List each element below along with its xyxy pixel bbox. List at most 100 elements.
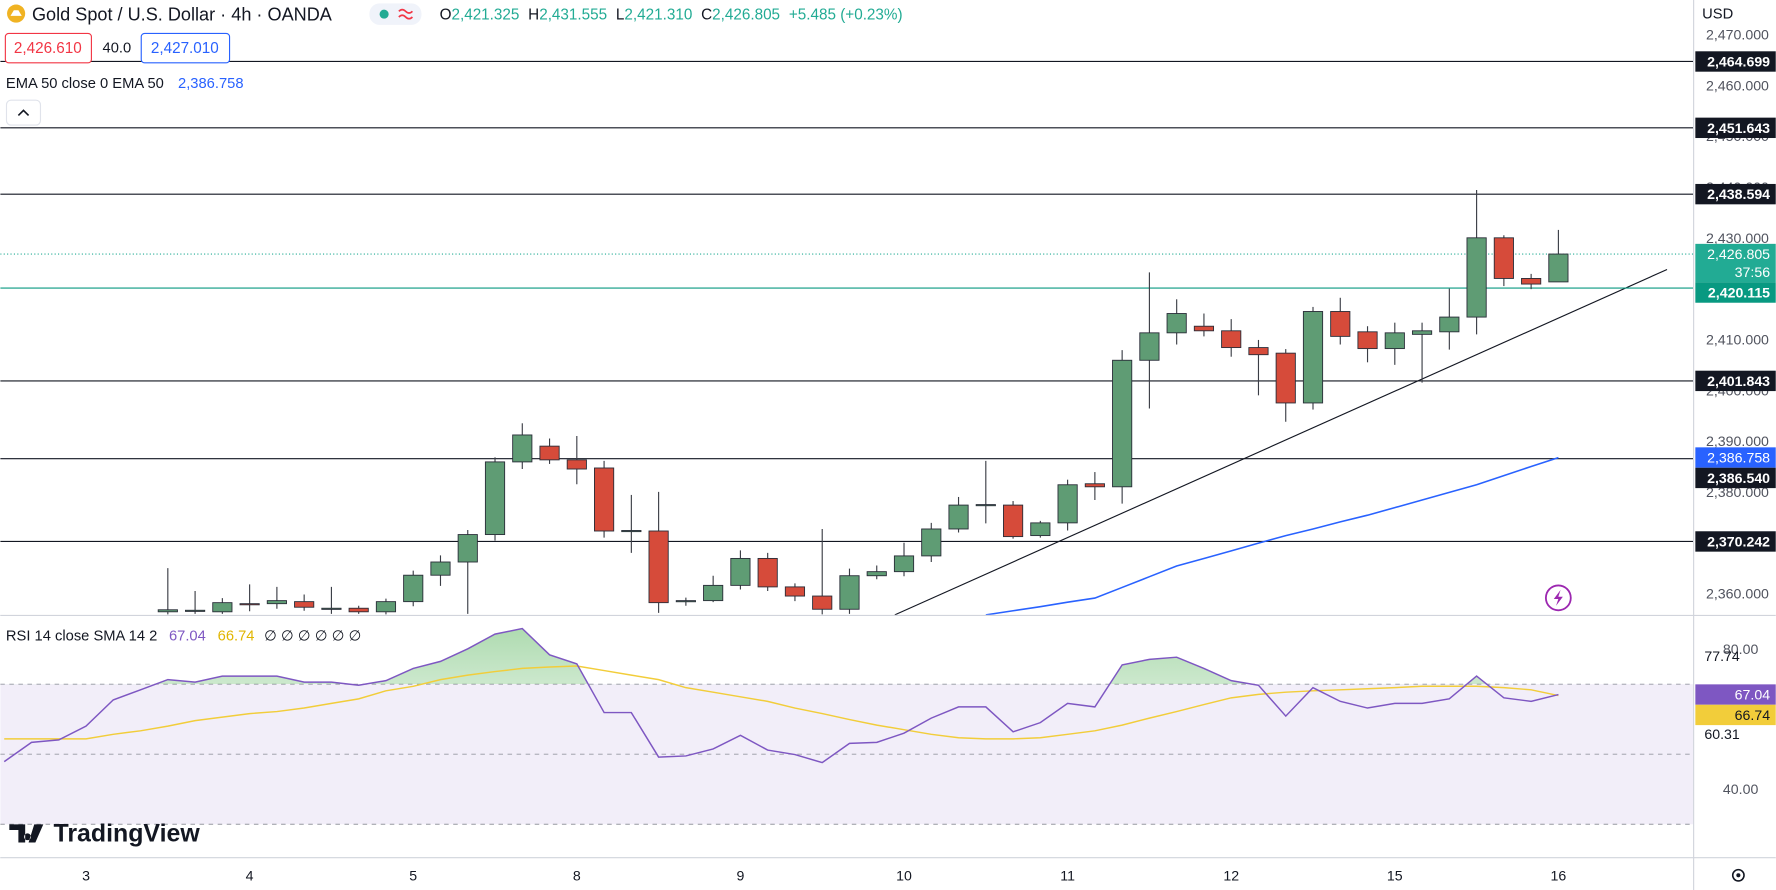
level-label-box (1695, 370, 1776, 392)
symbol-title[interactable]: Gold Spot / U.S. Dollar · 4h · OANDA (32, 5, 333, 25)
ema-line (985, 456, 1559, 615)
collapse-button[interactable] (5, 99, 42, 126)
candle-body (1302, 311, 1324, 404)
candle-body (430, 561, 451, 576)
level-label-box (1695, 531, 1776, 552)
settings-icon-center (1736, 873, 1741, 878)
price-tick-label: 2,460.000 (1706, 77, 1769, 93)
candle-body (839, 575, 860, 610)
sell-button[interactable] (4, 32, 92, 64)
brand-name[interactable]: TradingView (53, 819, 200, 847)
level-label-box (1695, 51, 1776, 72)
level-label-box (1695, 117, 1776, 139)
candle-body (348, 607, 369, 613)
alert-icon[interactable] (1544, 584, 1572, 612)
candle-body (294, 601, 315, 608)
candle-body (703, 584, 724, 602)
time-label: 8 (573, 867, 581, 883)
spread: 40.0 (103, 41, 132, 57)
sma-label-box (1695, 704, 1776, 726)
candle-body (948, 504, 969, 530)
candle-body (239, 603, 260, 606)
candle-body (757, 557, 778, 588)
status-badge[interactable] (369, 3, 422, 25)
ohlc-key: L (616, 6, 625, 23)
rsi-tick-label: 80.00 (1723, 641, 1759, 657)
candle-body (1030, 522, 1051, 537)
sma-legend-value: 66.74 (218, 628, 255, 644)
level-label: 2,401.843 (1707, 373, 1770, 389)
price-tick-label: 2,430.000 (1706, 230, 1769, 246)
rsi-legend-extra: ∅ ∅ ∅ ∅ ∅ ∅ (264, 628, 361, 644)
bid-price: 2,426.610 (14, 40, 82, 57)
buy-button[interactable] (140, 32, 231, 64)
level-label: 2,420.115 (1708, 285, 1770, 301)
settings-icon[interactable] (1731, 868, 1745, 882)
rsi-label: 67.04 (1735, 687, 1771, 703)
time-label: 16 (1551, 867, 1567, 883)
ohlc-key: C (701, 6, 712, 23)
candle-body (1084, 483, 1105, 488)
candle-body (975, 504, 996, 507)
candle-body (621, 530, 642, 533)
candle-body (539, 445, 560, 461)
symbol-icon-glyph (10, 10, 22, 16)
candle-body (866, 571, 887, 577)
ask-price: 2,427.010 (151, 40, 219, 57)
market-open-dot (379, 9, 389, 19)
time-label: 12 (1223, 867, 1239, 883)
candle-body (1384, 332, 1405, 350)
ohlc-value: 2,421.325 (451, 6, 519, 23)
ohlc-key: H (528, 6, 539, 23)
axes: 3 4 5 8 9 10 11 12 15 162,360.0002,380.0002,390.0… (82, 27, 1776, 883)
level-label: 2,438.594 (1707, 186, 1770, 202)
candle-body (1275, 352, 1296, 404)
candle-body (157, 609, 178, 613)
candle-body (1493, 237, 1514, 279)
candle-body (185, 609, 206, 612)
time-label: 10 (896, 867, 912, 883)
candle-body (730, 557, 751, 586)
price-tick-label: 2,360.000 (1706, 586, 1769, 602)
candle-body (921, 528, 942, 557)
time-label: 3 (82, 867, 90, 883)
candle-body (1248, 347, 1269, 356)
rsi-legend[interactable]: RSI 14 close SMA 14 2 (6, 628, 157, 644)
candle-body (375, 601, 397, 613)
candle-body (1548, 253, 1569, 283)
candle-body (1057, 484, 1078, 524)
ohlc-values: O2,421.325 H2,431.555 L2,421.310 C2,426.… (440, 6, 903, 23)
last-price-box (1695, 243, 1776, 283)
candle-body (893, 555, 915, 573)
ohlc-value: 2,431.555 (539, 6, 607, 23)
rsi-tick-label: 40.00 (1723, 781, 1759, 797)
rsi-label-box (1695, 684, 1776, 705)
last-price-label: 2,426.805 (1707, 246, 1770, 262)
candle-body (1521, 278, 1542, 285)
trend-line (894, 268, 1668, 615)
rsi-sma-line (4, 665, 1559, 740)
candle-body (1330, 311, 1351, 337)
countdown: 37:56 (1735, 264, 1771, 280)
candle-body (1166, 313, 1187, 334)
level-label: 2,386.540 (1707, 470, 1770, 486)
price-pane (0, 60, 1694, 615)
ema-legend[interactable]: EMA 50 close 0 EMA 50 (6, 76, 164, 92)
level-label: 2,464.699 (1707, 53, 1770, 69)
ohlc-value: 2,426.805 (712, 6, 780, 23)
time-label: 15 (1387, 867, 1403, 883)
candle-body (675, 600, 696, 603)
rsi-pane (0, 627, 1694, 825)
level-label-box (1695, 183, 1776, 205)
currency-cell (1695, 0, 1776, 27)
candle-body (1002, 504, 1024, 538)
candle-body (403, 574, 424, 603)
level-label-box (1695, 467, 1776, 489)
change: +5.485 (+0.23%) (789, 6, 903, 23)
data-delay-icon (398, 8, 414, 20)
price-tick-label: 2,410.000 (1706, 331, 1769, 347)
currency[interactable]: USD (1702, 7, 1733, 23)
